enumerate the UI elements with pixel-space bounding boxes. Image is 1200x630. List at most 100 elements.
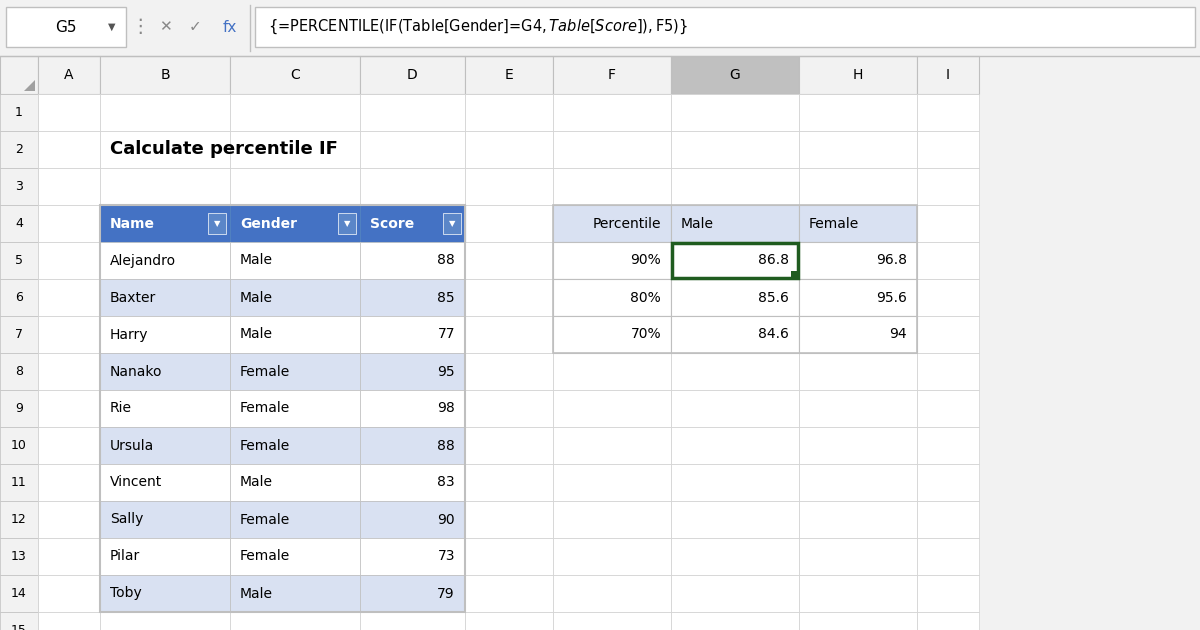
- Bar: [360, 205, 466, 242]
- Bar: [100, 56, 230, 94]
- Bar: [917, 612, 979, 630]
- Bar: [0, 242, 38, 279]
- Bar: [553, 242, 671, 279]
- Bar: [230, 464, 360, 501]
- Polygon shape: [24, 80, 35, 91]
- Text: 3: 3: [16, 180, 23, 193]
- Bar: [799, 168, 917, 205]
- Text: 13: 13: [11, 550, 26, 563]
- Text: F: F: [608, 68, 616, 82]
- Text: 83: 83: [437, 476, 455, 490]
- Text: 6: 6: [16, 291, 23, 304]
- Text: 86.8: 86.8: [758, 253, 790, 268]
- Bar: [917, 279, 979, 316]
- Bar: [360, 279, 466, 316]
- Bar: [917, 427, 979, 464]
- Text: B: B: [160, 68, 170, 82]
- Bar: [553, 464, 671, 501]
- Bar: [100, 501, 230, 538]
- Text: 73: 73: [438, 549, 455, 563]
- Text: 90%: 90%: [630, 253, 661, 268]
- Bar: [799, 279, 917, 316]
- Bar: [338, 213, 356, 234]
- Bar: [0, 0, 1200, 56]
- Text: I: I: [946, 68, 950, 82]
- Bar: [917, 353, 979, 390]
- Bar: [799, 205, 917, 242]
- Text: 12: 12: [11, 513, 26, 526]
- Bar: [38, 464, 100, 501]
- Bar: [799, 56, 917, 94]
- Bar: [553, 205, 917, 353]
- Bar: [553, 242, 671, 279]
- Bar: [917, 205, 979, 242]
- Bar: [799, 131, 917, 168]
- Bar: [553, 205, 671, 242]
- Bar: [791, 271, 800, 280]
- Bar: [443, 213, 461, 234]
- Text: 79: 79: [437, 587, 455, 600]
- Text: 88: 88: [437, 253, 455, 268]
- Bar: [799, 279, 917, 316]
- Text: 11: 11: [11, 476, 26, 489]
- Bar: [917, 316, 979, 353]
- Bar: [553, 279, 671, 316]
- Bar: [360, 538, 466, 575]
- Text: 70%: 70%: [630, 328, 661, 341]
- Bar: [466, 427, 553, 464]
- Bar: [230, 131, 360, 168]
- Bar: [100, 464, 230, 501]
- Bar: [230, 316, 360, 353]
- Bar: [360, 538, 466, 575]
- Text: 85.6: 85.6: [758, 290, 790, 304]
- Text: Male: Male: [682, 217, 714, 231]
- Bar: [671, 427, 799, 464]
- Bar: [100, 353, 230, 390]
- Bar: [38, 279, 100, 316]
- Bar: [917, 575, 979, 612]
- Bar: [230, 353, 360, 390]
- Text: 94: 94: [889, 328, 907, 341]
- Bar: [100, 279, 230, 316]
- Text: Nanako: Nanako: [110, 365, 162, 379]
- Bar: [360, 242, 466, 279]
- Text: 95: 95: [437, 365, 455, 379]
- Text: Harry: Harry: [110, 328, 149, 341]
- Bar: [230, 353, 360, 390]
- Bar: [230, 575, 360, 612]
- Bar: [100, 427, 230, 464]
- Text: Gender: Gender: [240, 217, 298, 231]
- Text: 9: 9: [16, 402, 23, 415]
- Bar: [799, 353, 917, 390]
- Text: G5: G5: [55, 20, 77, 35]
- Bar: [360, 242, 466, 279]
- Text: 14: 14: [11, 587, 26, 600]
- Text: 5: 5: [14, 254, 23, 267]
- Bar: [466, 279, 553, 316]
- Bar: [799, 612, 917, 630]
- Bar: [38, 575, 100, 612]
- Bar: [360, 316, 466, 353]
- Bar: [230, 538, 360, 575]
- Bar: [553, 316, 671, 353]
- Bar: [38, 94, 100, 131]
- Bar: [100, 205, 230, 242]
- Text: Rie: Rie: [110, 401, 132, 416]
- Bar: [360, 575, 466, 612]
- Bar: [0, 390, 38, 427]
- Bar: [100, 168, 230, 205]
- Text: Female: Female: [240, 512, 290, 527]
- Bar: [100, 390, 230, 427]
- Bar: [360, 279, 466, 316]
- Text: Score: Score: [370, 217, 414, 231]
- Bar: [0, 316, 38, 353]
- Bar: [230, 501, 360, 538]
- Text: 77: 77: [438, 328, 455, 341]
- Bar: [0, 353, 38, 390]
- Text: ▼: ▼: [108, 22, 115, 32]
- Bar: [917, 242, 979, 279]
- Text: Male: Male: [240, 290, 274, 304]
- Bar: [360, 501, 466, 538]
- Bar: [360, 56, 466, 94]
- Bar: [671, 316, 799, 353]
